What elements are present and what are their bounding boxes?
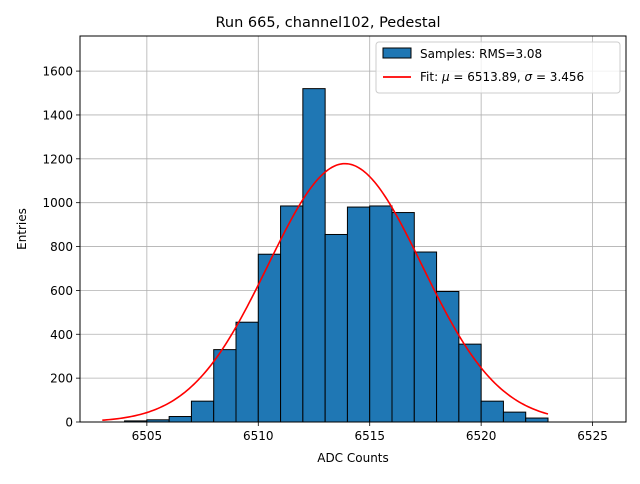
legend-box	[375, 41, 621, 94]
chart-title: Run 665, channel102, Pedestal	[215, 15, 440, 31]
histogram-bars	[124, 88, 549, 423]
histogram-bar	[413, 251, 438, 423]
legend-swatch-samples	[382, 47, 412, 59]
legend-label-samples: Samples: RMS=3.08	[420, 47, 542, 61]
legend-fit-prefix: Fit:	[420, 70, 442, 84]
legend-fit-mu-value: = 6513.89,	[450, 70, 525, 84]
histogram-bar	[324, 233, 348, 423]
histogram-bar	[235, 321, 259, 423]
legend-fit-sigma: σ	[525, 70, 533, 84]
y-tick-label: 1000	[42, 196, 73, 210]
x-tick-label: 6510	[243, 429, 274, 443]
x-tick-label: 6515	[354, 429, 385, 443]
histogram-bar	[280, 205, 304, 423]
legend-fit-sigma-value: = 3.456	[532, 70, 584, 84]
legend: Samples: RMS=3.08 Fit: μ = 6513.89, σ = …	[375, 41, 621, 94]
y-axis-label: Entries	[15, 208, 29, 250]
x-tick-label: 6520	[466, 429, 497, 443]
plot-frame	[79, 35, 627, 423]
y-tick-label: 1200	[42, 152, 73, 166]
y-tick-label: 400	[50, 328, 73, 342]
histogram-bar	[346, 206, 371, 423]
histogram-bar	[302, 88, 326, 423]
y-tick-label: 800	[50, 240, 73, 254]
x-tick-label: 6505	[132, 429, 163, 443]
y-tick-label: 600	[50, 284, 73, 298]
x-tick-label: 6525	[577, 429, 608, 443]
legend-label-fit: Fit: μ = 6513.89, σ = 3.456	[420, 70, 584, 84]
histogram-bar	[213, 349, 237, 423]
y-tick-label: 0	[65, 416, 73, 430]
y-axis-ticks: 0 200 400 600 800 1000 1200 1400 1600	[42, 65, 80, 430]
y-tick-label: 200	[50, 372, 73, 386]
histogram-bar	[525, 417, 549, 423]
legend-fit-mu: μ	[441, 70, 450, 84]
histogram-bar	[436, 291, 460, 423]
histogram-bar	[190, 400, 215, 423]
histogram-bar	[458, 343, 482, 423]
fit-curve	[102, 162, 549, 421]
histogram-bar	[369, 205, 393, 423]
y-tick-label: 1400	[42, 108, 73, 122]
histogram-bar	[502, 411, 527, 423]
histogram-bar	[480, 400, 504, 423]
histogram-bar	[168, 416, 192, 423]
y-tick-label: 1600	[42, 65, 73, 79]
x-axis-ticks: 6505 6510 6515 6520 6525	[132, 422, 608, 443]
x-axis-label: ADC Counts	[317, 451, 389, 465]
